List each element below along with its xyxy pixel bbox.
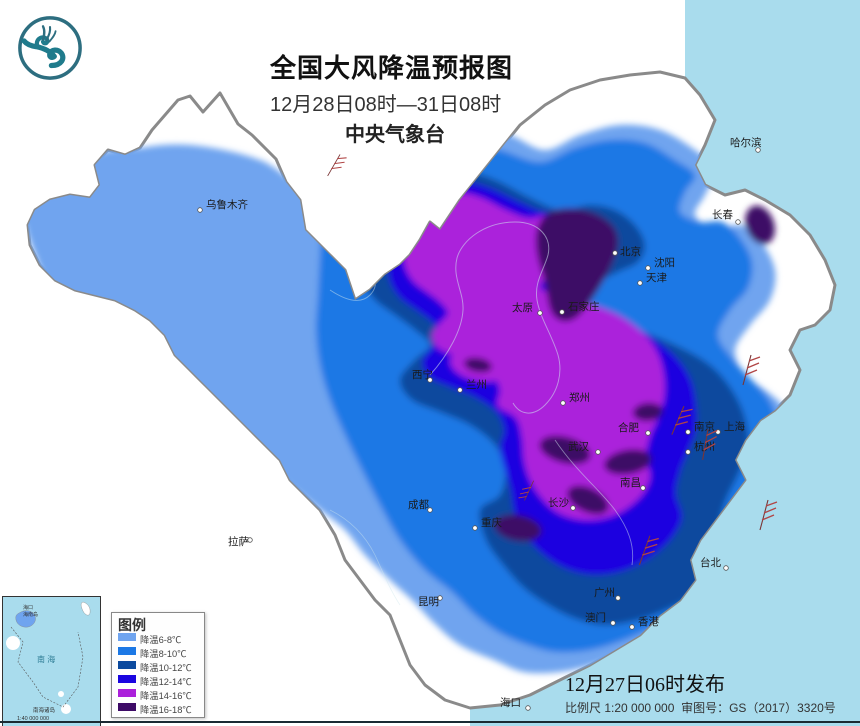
svg-text:沈阳: 沈阳 <box>654 256 675 269</box>
svg-text:台北: 台北 <box>700 556 721 569</box>
svg-text:南昌: 南昌 <box>620 476 641 489</box>
svg-text:兰州: 兰州 <box>466 378 487 391</box>
svg-text:南 海: 南 海 <box>37 654 55 664</box>
svg-text:海口: 海口 <box>23 604 33 611</box>
svg-text:成都: 成都 <box>408 499 429 511</box>
svg-text:昆明: 昆明 <box>418 596 439 608</box>
svg-text:天津: 天津 <box>646 272 667 284</box>
svg-text:澳门: 澳门 <box>585 611 606 624</box>
svg-text:南海诸岛: 南海诸岛 <box>33 706 56 714</box>
svg-text:郑州: 郑州 <box>569 391 590 404</box>
svg-text:拉萨: 拉萨 <box>228 535 249 548</box>
svg-text:西宁: 西宁 <box>412 368 433 381</box>
svg-text:海南岛: 海南岛 <box>23 611 38 618</box>
svg-text:石家庄: 石家庄 <box>568 300 600 313</box>
svg-text:重庆: 重庆 <box>481 516 502 529</box>
svg-text:武汉: 武汉 <box>568 440 589 453</box>
svg-text:哈尔滨: 哈尔滨 <box>730 136 762 149</box>
svg-text:香港: 香港 <box>638 616 659 628</box>
svg-text:海口: 海口 <box>500 696 521 709</box>
svg-text:广州: 广州 <box>594 587 615 599</box>
svg-text:南京: 南京 <box>694 420 715 433</box>
svg-text:长春: 长春 <box>712 209 733 221</box>
svg-text:合肥: 合肥 <box>618 421 639 434</box>
svg-text:北京: 北京 <box>620 245 641 258</box>
svg-text:上海: 上海 <box>724 420 745 433</box>
svg-text:太原: 太原 <box>512 301 533 314</box>
svg-text:长沙: 长沙 <box>548 497 569 509</box>
svg-text:乌鲁木齐: 乌鲁木齐 <box>206 198 248 211</box>
